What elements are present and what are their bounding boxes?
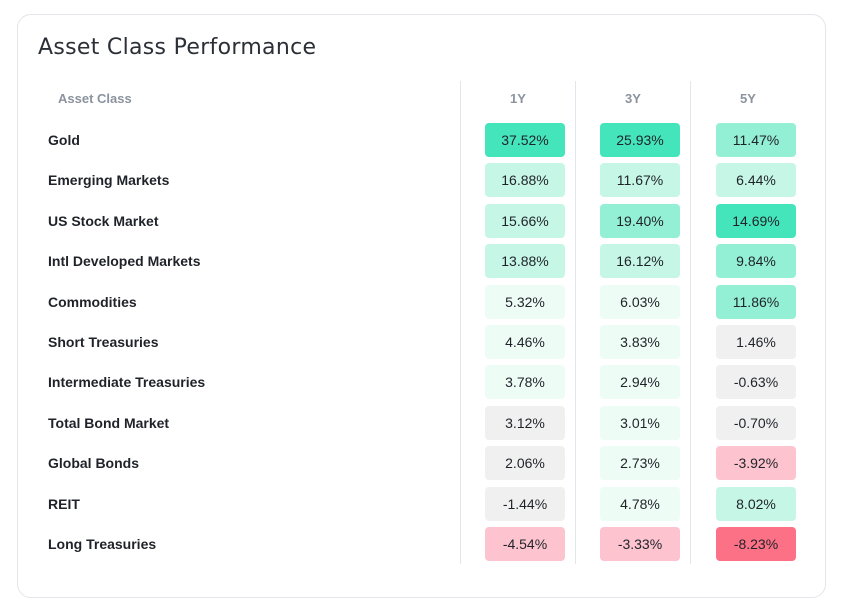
cell-y1: 15.66% <box>485 204 565 238</box>
cell-y1: 37.52% <box>485 123 565 157</box>
cell-y3: 11.67% <box>600 163 680 197</box>
cell-y5: -8.23% <box>716 527 796 561</box>
cell-y1: 3.12% <box>485 406 565 440</box>
row-label: Emerging Markets <box>48 172 170 188</box>
cell-y1: -1.44% <box>485 487 565 521</box>
header-1y: 1Y <box>510 91 526 106</box>
cell-y5: -0.70% <box>716 406 796 440</box>
row-label: Total Bond Market <box>48 415 170 431</box>
cell-y3: 2.73% <box>600 446 680 480</box>
row-label: US Stock Market <box>48 213 159 229</box>
header-3y: 3Y <box>625 91 641 106</box>
header-asset-class: Asset Class <box>58 91 132 106</box>
cell-y5: 8.02% <box>716 487 796 521</box>
cell-y5: 11.47% <box>716 123 796 157</box>
cell-y1: 5.32% <box>485 285 565 319</box>
cell-y3: 4.78% <box>600 487 680 521</box>
cell-y3: -3.33% <box>600 527 680 561</box>
cell-y5: -3.92% <box>716 446 796 480</box>
cell-y3: 25.93% <box>600 123 680 157</box>
column-divider <box>690 81 691 564</box>
cell-y5: 9.84% <box>716 244 796 278</box>
cell-y3: 3.01% <box>600 406 680 440</box>
cell-y3: 2.94% <box>600 365 680 399</box>
cell-y1: 3.78% <box>485 365 565 399</box>
cell-y3: 3.83% <box>600 325 680 359</box>
cell-y5: 6.44% <box>716 163 796 197</box>
row-label: REIT <box>48 496 80 512</box>
cell-y1: 13.88% <box>485 244 565 278</box>
cell-y3: 19.40% <box>600 204 680 238</box>
column-divider <box>460 81 461 564</box>
column-divider <box>575 81 576 564</box>
performance-card: Asset Class Performance Asset Class 1Y 3… <box>17 14 826 598</box>
cell-y3: 16.12% <box>600 244 680 278</box>
row-label: Commodities <box>48 294 137 310</box>
cell-y1: 16.88% <box>485 163 565 197</box>
cell-y1: 4.46% <box>485 325 565 359</box>
row-label: Long Treasuries <box>48 536 157 552</box>
cell-y5: -0.63% <box>716 365 796 399</box>
card-title: Asset Class Performance <box>38 35 317 60</box>
cell-y3: 6.03% <box>600 285 680 319</box>
row-label: Intl Developed Markets <box>48 253 201 269</box>
row-label: Global Bonds <box>48 455 139 471</box>
cell-y5: 11.86% <box>716 285 796 319</box>
row-label: Short Treasuries <box>48 334 159 350</box>
header-5y: 5Y <box>740 91 756 106</box>
cell-y5: 1.46% <box>716 325 796 359</box>
row-label: Intermediate Treasuries <box>48 374 206 390</box>
row-label: Gold <box>48 132 80 148</box>
cell-y5: 14.69% <box>716 204 796 238</box>
cell-y1: 2.06% <box>485 446 565 480</box>
cell-y1: -4.54% <box>485 527 565 561</box>
